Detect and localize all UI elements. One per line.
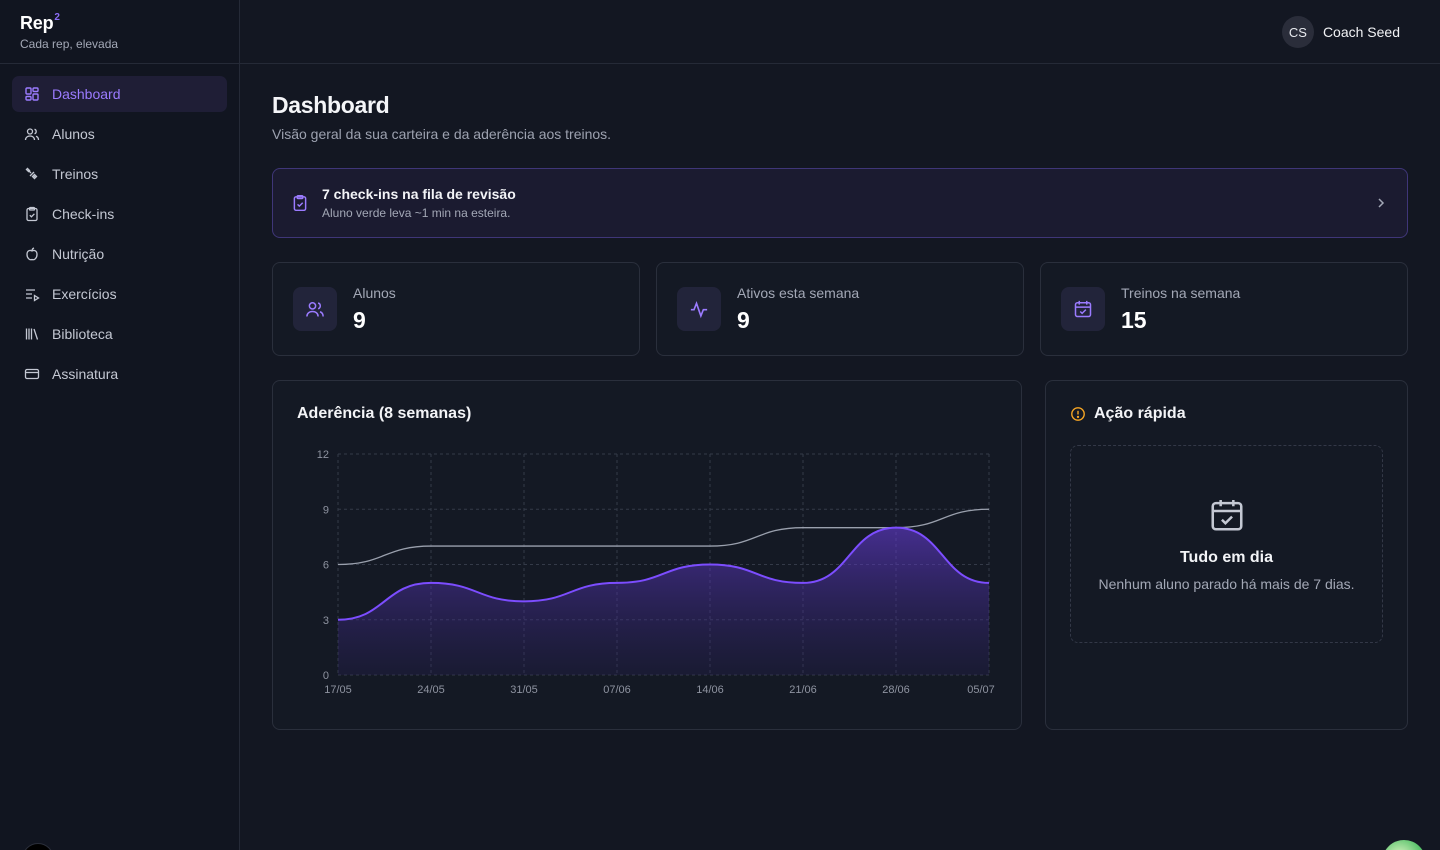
stat-icon-box <box>293 287 337 331</box>
clipboard-check-icon <box>26 206 38 222</box>
sidebar-item-assinatura[interactable]: Assinatura <box>12 356 227 392</box>
sidebar-item-dashboard[interactable]: Dashboard <box>12 76 227 112</box>
calendar-check-icon <box>1074 300 1092 318</box>
x-tick-label: 07/06 <box>603 684 631 696</box>
chevron-right-icon <box>1378 198 1385 208</box>
sidebar-item-label: Alunos <box>52 126 95 142</box>
stat-value: 9 <box>737 307 750 333</box>
stats-row: Alunos 9 Ativos esta semana 9 Treinos na… <box>272 262 1408 356</box>
stat-label: Ativos esta semana <box>737 285 860 301</box>
y-tick-label: 0 <box>323 670 329 682</box>
quick-action-title: Ação rápida <box>1094 405 1186 422</box>
avatar: CS <box>1281 16 1314 48</box>
page-title: Dashboard <box>272 92 390 118</box>
brand-name: Rep2 <box>20 12 60 33</box>
sidebar-item-label: Assinatura <box>52 366 119 382</box>
banner-subtitle: Aluno verde leva ~1 min na esteira. <box>322 206 511 220</box>
sidebar-item-label: Exercícios <box>52 286 117 302</box>
top-bar: CS Coach Seed <box>240 0 1440 64</box>
stat-icon-box <box>1061 287 1105 331</box>
user-menu[interactable]: CS Coach Seed <box>1281 16 1400 48</box>
settings-avatar[interactable] <box>22 843 54 850</box>
users-icon <box>24 128 40 141</box>
help-bubble[interactable] <box>1382 840 1426 850</box>
empty-state: Tudo em dia Nenhum aluno parado há mais … <box>1070 445 1383 643</box>
x-tick-label: 24/05 <box>417 684 445 696</box>
quick-action-card: Ação rápida Tudo em dia Nenhum aluno par… <box>1045 380 1408 730</box>
empty-state-subtitle: Nenhum aluno parado há mais de 7 dias. <box>1098 576 1355 592</box>
activity-icon <box>690 301 708 319</box>
sidebar-item-treinos[interactable]: Treinos <box>12 156 227 192</box>
brand[interactable]: Rep2 Cada rep, elevada <box>0 0 239 64</box>
y-tick-label: 9 <box>323 504 329 516</box>
chart-title: Aderência (8 semanas) <box>297 405 472 422</box>
banner-title: 7 check-ins na fila de revisão <box>322 186 516 202</box>
banner-text: 7 check-ins na fila de revisão Aluno ver… <box>322 186 516 220</box>
stat-value: 15 <box>1121 307 1147 333</box>
sidebar-item-alunos[interactable]: Alunos <box>12 116 227 152</box>
clipboard-check-icon <box>293 194 307 212</box>
sidebar-item-nutricao[interactable]: Nutrição <box>12 236 227 272</box>
x-tick-label: 17/05 <box>324 684 352 696</box>
y-tick-label: 3 <box>323 615 329 627</box>
credit-card-icon <box>24 368 40 380</box>
x-tick-label: 14/06 <box>696 684 724 696</box>
checkin-review-banner[interactable]: 7 check-ins na fila de revisão Aluno ver… <box>272 168 1408 238</box>
list-play-icon <box>26 289 40 302</box>
sidebar-item-label: Nutrição <box>52 246 105 262</box>
sidebar-item-label: Treinos <box>52 166 99 182</box>
quick-action-header: Ação rápida <box>1070 405 1186 423</box>
x-tick-label: 31/05 <box>510 684 538 696</box>
x-tick-label: 28/06 <box>882 684 910 696</box>
sidebar-item-label: Biblioteca <box>52 326 113 342</box>
sidebar-item-biblioteca[interactable]: Biblioteca <box>12 316 227 352</box>
sidebar-item-label: Check-ins <box>52 206 115 222</box>
sidebar-nav: Dashboard Alunos Treinos Check-ins Nutri… <box>0 64 239 408</box>
apple-icon <box>26 247 38 261</box>
y-tick-label: 12 <box>317 449 329 461</box>
calendar-check-icon <box>1211 499 1243 531</box>
y-tick-label: 6 <box>323 560 329 572</box>
stat-label: Alunos <box>353 285 396 301</box>
page-subtitle: Visão geral da sua carteira e da aderênc… <box>272 126 612 142</box>
library-icon <box>25 328 39 340</box>
series-line-1 <box>337 526 990 621</box>
brand-tagline: Cada rep, elevada <box>20 37 119 51</box>
users-icon <box>306 302 324 317</box>
stat-card-ativos[interactable]: Ativos esta semana 9 <box>656 262 1024 356</box>
sidebar-item-check-ins[interactable]: Check-ins <box>12 196 227 232</box>
stat-card-treinos[interactable]: Treinos na semana 15 <box>1040 262 1408 356</box>
stat-value: 9 <box>353 307 366 333</box>
sidebar-item-exercicios[interactable]: Exercícios <box>12 276 227 312</box>
adherence-chart: 0 3 6 9 12 17/05 24/05 31/05 07/06 14/06 21/06 28/0… <box>317 449 995 696</box>
workouts-icon <box>25 167 38 180</box>
sidebar: Rep2 Cada rep, elevada Dashboard Alunos … <box>0 0 240 850</box>
sidebar-item-label: Dashboard <box>52 86 121 102</box>
stat-card-alunos[interactable]: Alunos 9 <box>272 262 640 356</box>
stat-icon-box <box>677 287 721 331</box>
alert-circle-icon <box>1071 407 1085 421</box>
empty-state-title: Tudo em dia <box>1179 549 1274 566</box>
stat-label: Treinos na semana <box>1121 285 1241 301</box>
series-area-1 <box>338 527 989 675</box>
x-tick-label: 21/06 <box>789 684 817 696</box>
user-name: Coach Seed <box>1322 24 1400 40</box>
x-tick-label: 05/07 <box>967 684 995 696</box>
adherence-chart-card: Aderência (8 semanas) 0 3 6 9 12 17/05 24/05 31… <box>272 380 1022 730</box>
dashboard-icon <box>25 87 39 101</box>
